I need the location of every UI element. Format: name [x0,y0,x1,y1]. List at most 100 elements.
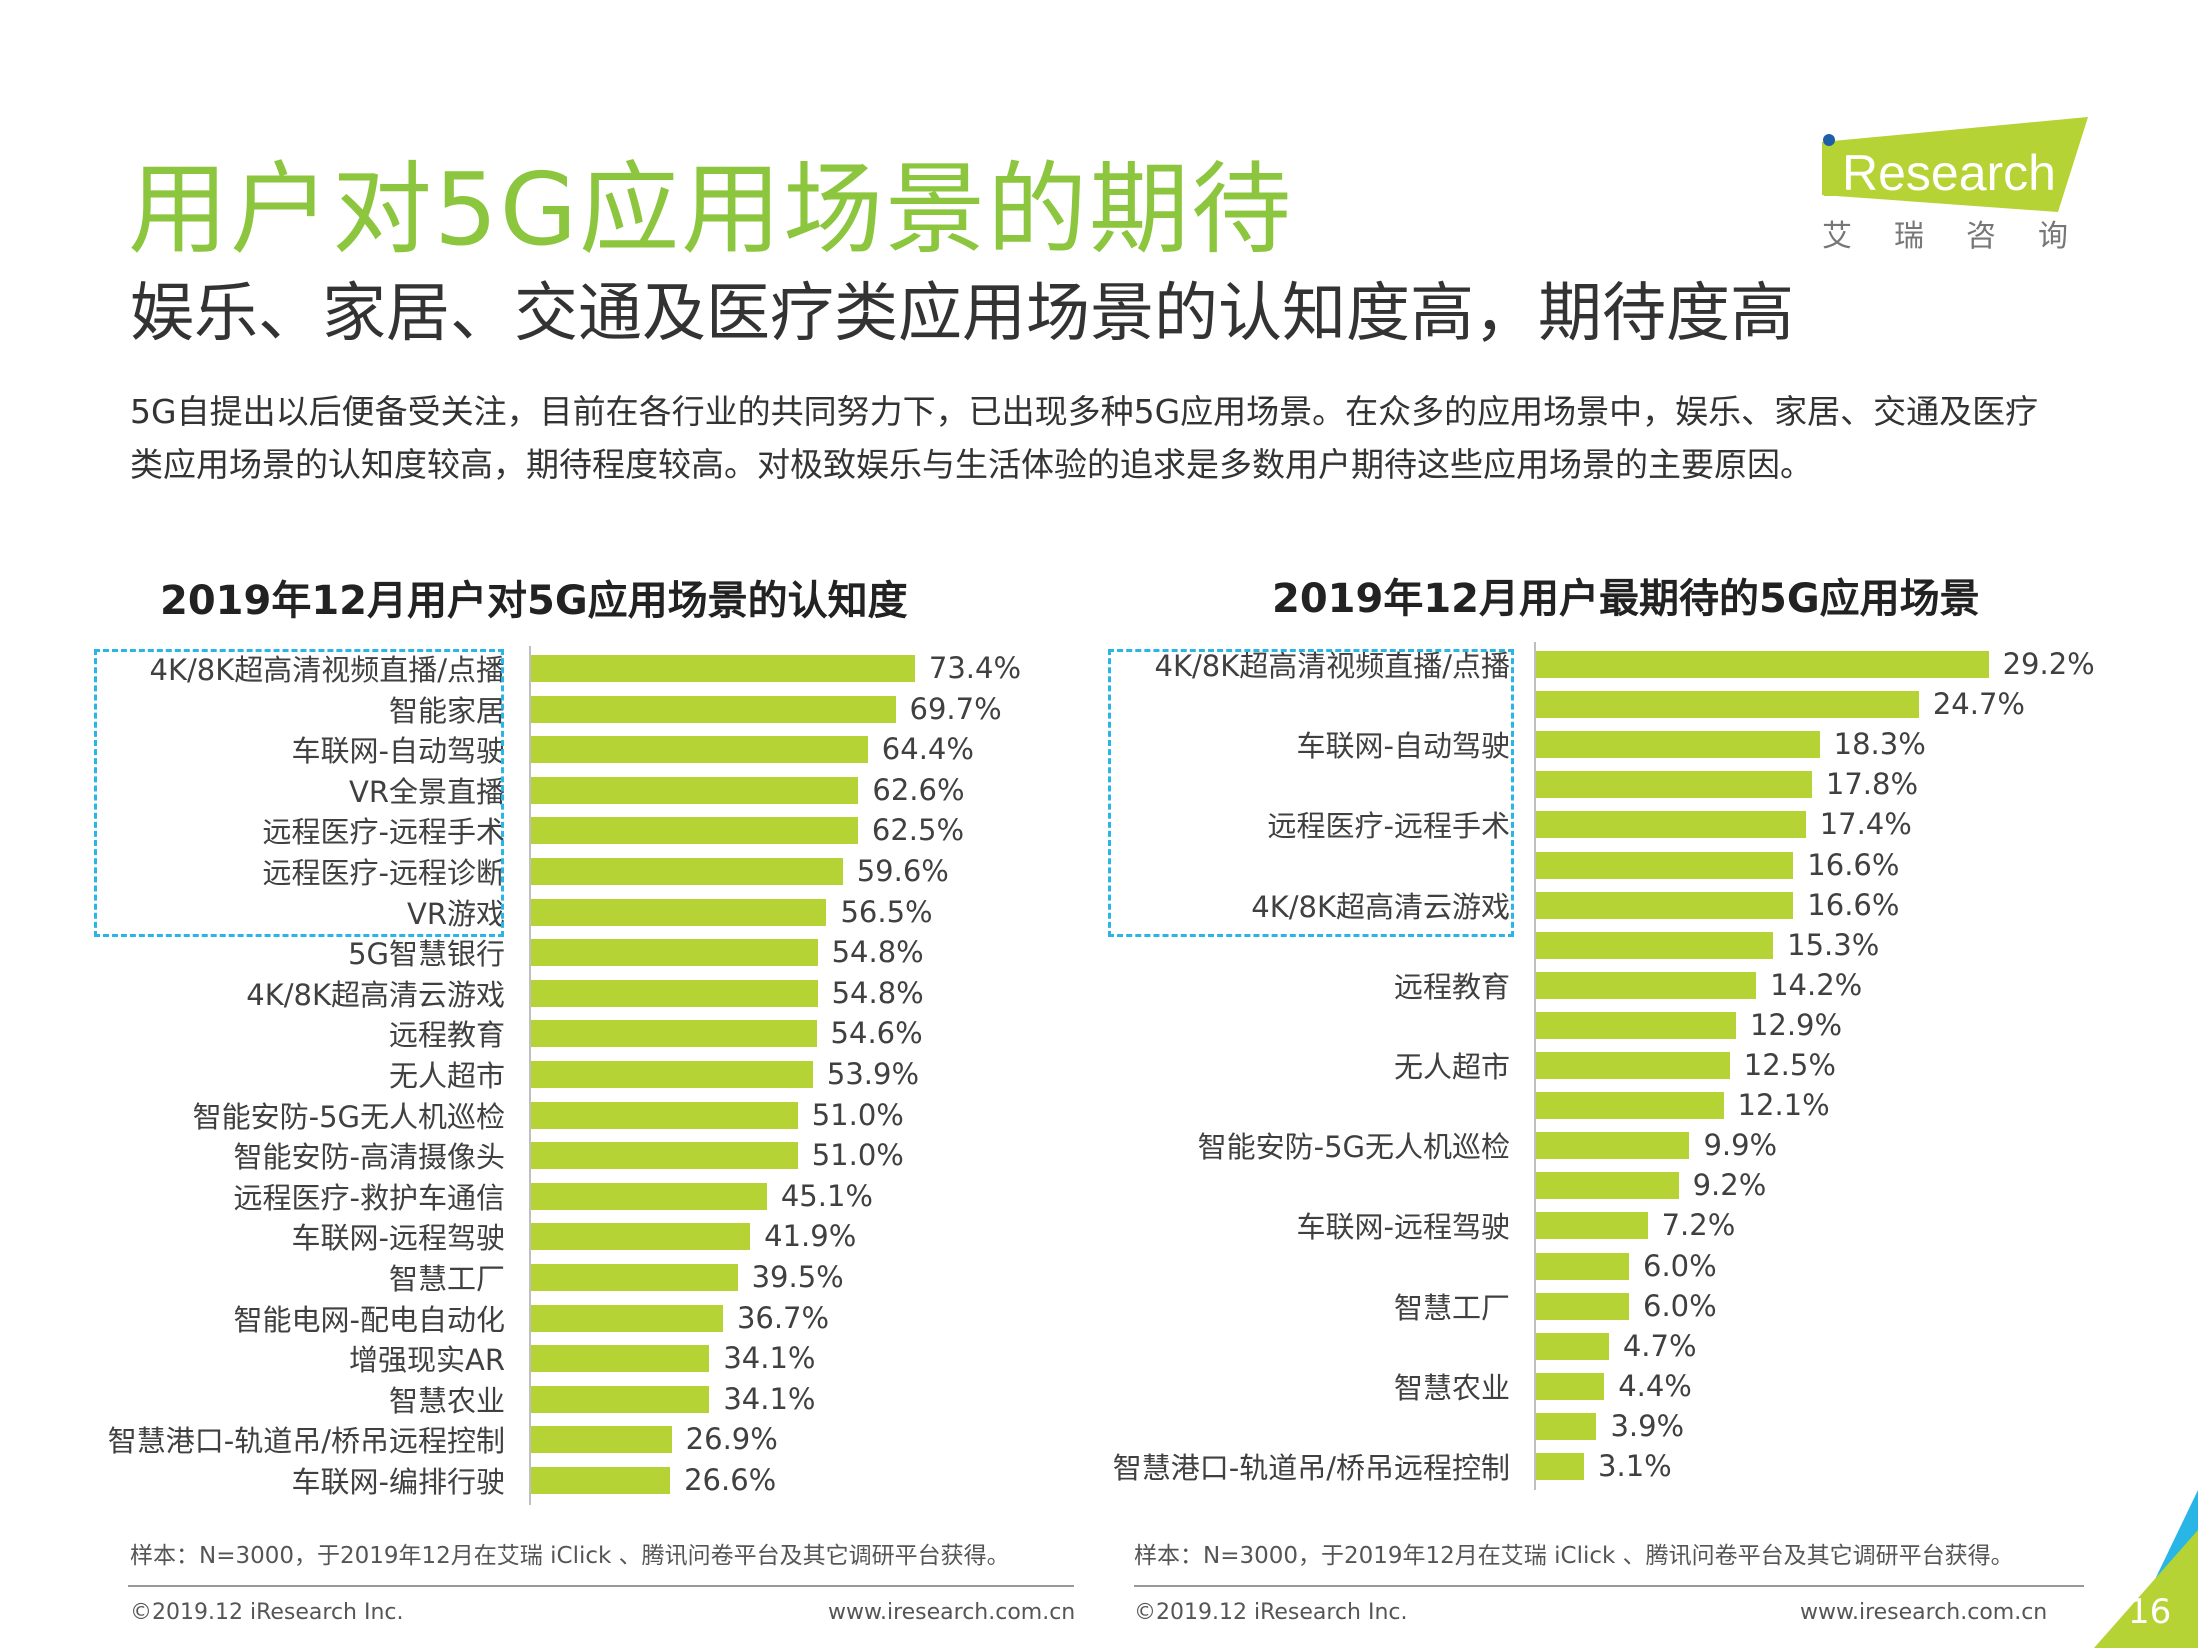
y-axis-line [529,646,531,1505]
bar [531,1101,798,1129]
category-label: 智慧工厂 [1393,1290,1510,1325]
category-label: 远程医疗-远程手术 [262,815,505,850]
value-label: 6.0% [1643,1288,1717,1323]
bar [1536,891,1794,919]
category-label: 智慧农业 [388,1383,505,1418]
left-chart-title: 2019年12月用户对5G应用场景的认知度 [160,578,908,624]
category-label: 智慧港口-轨道吊/桥吊远程控制 [107,1424,505,1459]
value-label: 54.8% [831,935,924,970]
bar [1536,1212,1648,1240]
bar [531,1020,817,1048]
bar [531,695,896,723]
highlight-box-left [94,649,504,937]
value-label: 51.0% [811,1097,904,1132]
value-label: 12.1% [1737,1088,1830,1123]
value-label: 51.0% [811,1138,904,1173]
bar [531,736,868,764]
value-label: 62.5% [871,813,965,848]
bar [531,898,827,926]
copyright-right: ©2019.12 iResearch Inc. [1134,1600,1408,1625]
sample-note-right: 样本：N=3000，于2019年12月在艾瑞 iClick 、腾讯问卷平台及其它… [1134,1543,2014,1569]
bar [531,939,818,967]
bar [531,1426,672,1454]
category-label: 智能安防-5G无人机巡检 [192,1099,505,1134]
value-label: 26.9% [685,1422,778,1457]
value-label: 12.5% [1743,1048,1836,1082]
category-label: 智慧港口-轨道吊/桥吊远程控制 [1112,1451,1510,1485]
value-label: 17.8% [1825,767,1919,802]
url-right[interactable]: www.iresearch.com.cn [1800,1600,2048,1625]
footer-divider-left [128,1585,1074,1587]
value-label: 34.1% [723,1341,816,1376]
category-label: 4K/8K超高清云游戏 [246,977,505,1012]
bar [531,1385,710,1413]
corner-decoration [2094,1490,2198,1648]
value-label: 29.2% [2002,647,2095,681]
value-label: 56.5% [840,894,933,929]
right-chart-title: 2019年12月用户最期待的5G应用场景 [1272,576,1980,622]
category-label: 远程医疗-远程诊断 [262,856,505,890]
bar [531,1264,738,1291]
bar [1536,1252,1629,1280]
category-label: 智慧农业 [1393,1370,1510,1405]
bar [1536,931,1774,959]
category-label: 智能安防-高清摄像头 [233,1140,505,1175]
value-label: 54.8% [831,975,924,1010]
value-label: 39.5% [751,1260,844,1294]
bar [1536,1052,1730,1079]
value-label: 9.2% [1692,1168,1767,1203]
value-label: 69.7% [909,691,1002,726]
value-label: 15.3% [1787,927,1880,962]
value-label: 73.4% [928,651,1022,685]
category-label: 智能电网-配电自动化 [233,1302,505,1337]
bar [1536,851,1794,879]
value-label: 3.1% [1598,1449,1672,1483]
bar [1536,731,1820,759]
category-label: 无人超市 [1393,1050,1510,1084]
value-label: 24.7% [1932,687,2025,722]
category-label: 4K/8K超高清视频直播/点播 [1154,649,1510,683]
footer-divider-right [1134,1585,2084,1587]
category-label: 4K/8K超高清云游戏 [1251,889,1510,924]
bar [531,1223,751,1251]
bar [1536,651,1989,678]
category-label: 远程医疗-救护车通信 [233,1180,505,1215]
y-axis-line [1534,642,1536,1491]
category-label: 远程教育 [388,1018,505,1053]
url-left[interactable]: www.iresearch.com.cn [828,1600,1076,1625]
bar [1536,691,1919,719]
value-label: 16.6% [1807,847,1900,882]
value-label: 17.4% [1819,807,1912,842]
value-label: 7.2% [1661,1208,1736,1243]
sample-note-left: 样本：N=3000，于2019年12月在艾瑞 iClick 、腾讯问卷平台及其它… [130,1543,1010,1569]
bar [1536,771,1812,799]
bar [1536,811,1806,839]
value-label: 54.6% [830,1016,923,1051]
value-label: 18.3% [1833,727,1926,762]
value-label: 3.9% [1610,1408,1685,1443]
bar [1536,1011,1736,1039]
bar [531,858,843,885]
category-label: 远程教育 [1393,969,1510,1004]
bar [531,1467,671,1494]
category-label: 智能安防-5G无人机巡检 [1197,1130,1510,1165]
value-label: 12.9% [1749,1007,1843,1042]
category-label: 车联网-自动驾驶 [1296,729,1510,764]
bar [531,655,915,682]
category-label: 车联网-远程驾驶 [291,1221,505,1256]
page-number: 16 [2128,1592,2172,1632]
bar [1536,1453,1585,1480]
bar [1536,1412,1597,1440]
category-label: VR游戏 [407,896,505,931]
value-label: 45.1% [780,1178,873,1213]
highlight-box-right [1108,649,1514,937]
value-label: 4.4% [1618,1368,1692,1403]
value-label: 41.9% [764,1219,857,1254]
bar [1536,1132,1690,1160]
bar [1536,971,1757,999]
category-label: 车联网-编排行驶 [291,1465,505,1499]
category-label: 智能家居 [388,693,505,728]
category-label: 增强现实AR [349,1343,505,1378]
bar [1536,1092,1724,1120]
bar [1536,1292,1629,1320]
